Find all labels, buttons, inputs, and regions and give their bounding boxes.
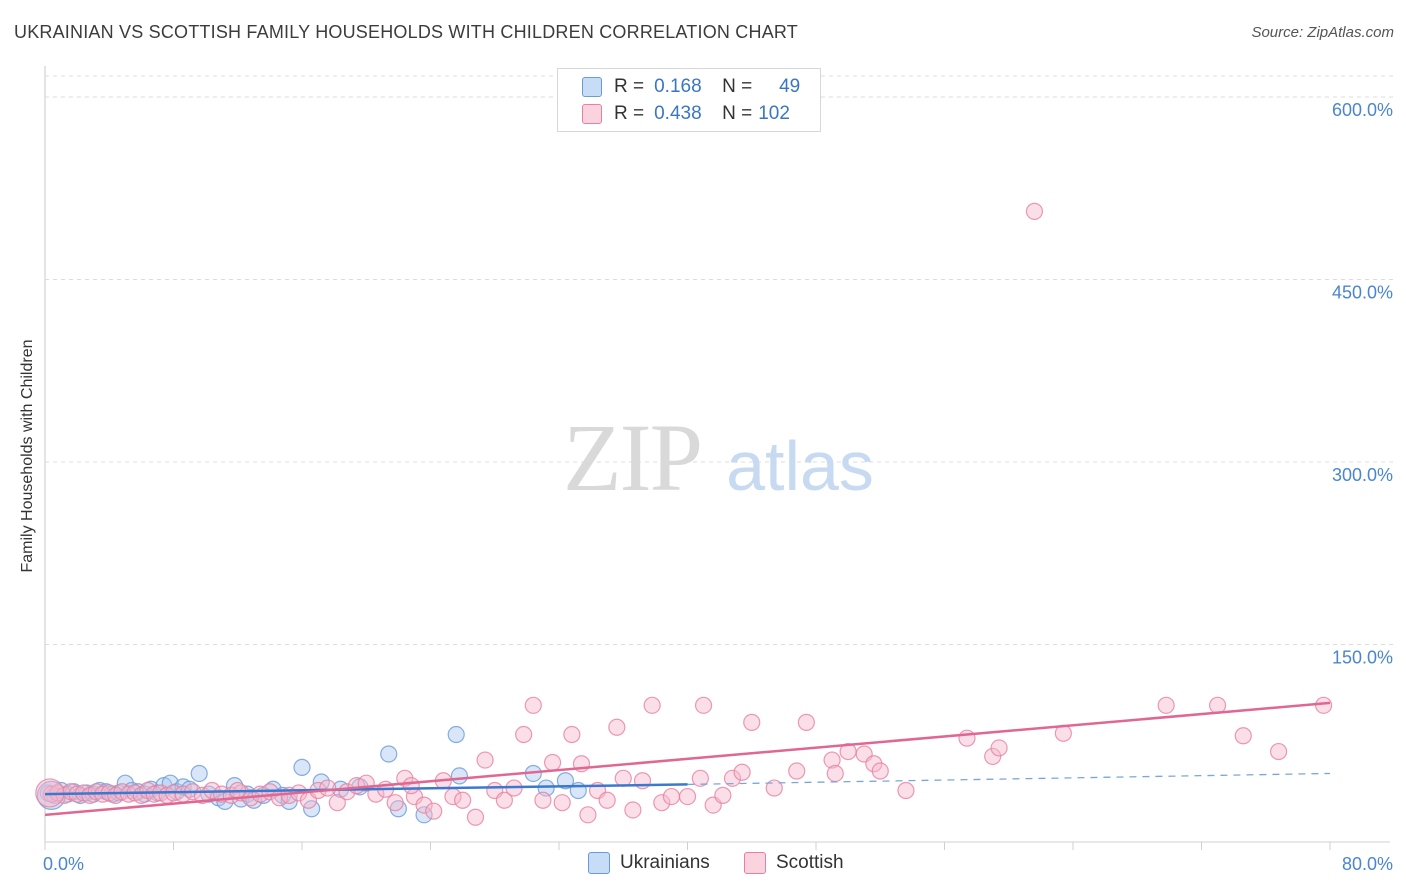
scottish-point [823, 751, 841, 769]
chart-title: UKRAINIAN VS SCOTTISH FAMILY HOUSEHOLDS … [14, 22, 798, 42]
ukrainian-point [380, 745, 398, 763]
scottish-point [826, 764, 844, 783]
scottish-point [402, 777, 420, 795]
scottish-legend-label: Scottish [776, 852, 844, 873]
scottish-point [553, 794, 571, 812]
y-tick-label: 450.0% [1332, 283, 1393, 303]
scottish-point [662, 787, 681, 806]
ukrainian-trendline-extension [687, 772, 1331, 786]
watermark-atlas: atlas [726, 427, 874, 505]
scottish-point [797, 713, 815, 731]
scottish-point [495, 791, 513, 809]
legend-r-label: R = [614, 76, 645, 97]
scottish-point [723, 769, 742, 787]
ukrainians-swatch [582, 77, 602, 97]
scottish-point [871, 762, 889, 780]
ukrainian-point [415, 806, 433, 824]
scottish-point [714, 786, 732, 804]
legend-n-value: 102 [758, 103, 790, 124]
legend-n-label: N = [722, 76, 753, 97]
scottish-point [614, 769, 632, 787]
scottish-point [579, 806, 597, 824]
scottish-point [765, 779, 783, 797]
scottish-point [653, 794, 671, 812]
ukrainian-trendline [44, 783, 688, 796]
ukrainians-legend-label: Ukrainians [620, 852, 710, 873]
legend-n-label: N = [722, 103, 753, 124]
scottish-point [788, 762, 806, 780]
scottish-point [1314, 696, 1333, 714]
legend-r-value: 0.438 [654, 103, 702, 124]
scottish-point [476, 751, 494, 769]
y-tick-label: 600.0% [1332, 100, 1393, 120]
ukrainians-legend-swatch [588, 852, 610, 874]
ukrainian-point [190, 764, 208, 783]
scottish-point [415, 796, 433, 814]
scottish-point [534, 791, 552, 809]
scottish-point [624, 801, 642, 819]
scottish-point [1157, 696, 1175, 714]
scottish-point [425, 802, 443, 820]
scottish-point [1234, 727, 1252, 745]
source-label: Source: ZipAtlas.com [1251, 24, 1394, 41]
scottish-swatch [582, 104, 602, 124]
legend-n-value: 49 [779, 76, 801, 97]
legend-r-label: R = [614, 103, 645, 124]
scottish-point [563, 725, 581, 744]
watermark-zip: ZIP [563, 404, 701, 511]
scottish-point [543, 753, 562, 772]
scottish-point [1208, 696, 1227, 714]
scottish-trendline [44, 701, 1331, 817]
y-tick-label: 300.0% [1332, 465, 1393, 485]
scottish-legend-swatch [744, 852, 766, 874]
scottish-point [694, 696, 713, 714]
x-tick-label: 0.0% [43, 854, 84, 874]
y-tick-label: 150.0% [1332, 648, 1393, 668]
scottish-point [598, 791, 616, 809]
scottish-point [733, 763, 751, 781]
ukrainian-point [556, 772, 575, 790]
ukrainian-point [293, 758, 311, 776]
bottom-legend-ukrainians: Ukrainians [588, 852, 710, 874]
scottish-point [678, 787, 697, 806]
scottish-point [643, 696, 661, 714]
legend-row-scottish: R = 0.438 N = 102 [582, 101, 792, 127]
scottish-point [328, 794, 346, 812]
scottish-point [454, 791, 472, 809]
legend-r-value: 0.168 [654, 76, 702, 97]
scottish-point [319, 779, 337, 797]
bottom-legend-scottish: Scottish [744, 852, 844, 874]
scottish-point [743, 713, 761, 731]
scottish-point [897, 781, 915, 800]
ukrainian-point [264, 780, 282, 798]
x-tick-label: 80.0% [1342, 854, 1393, 874]
scottish-point [515, 725, 533, 744]
scottish-point [466, 808, 485, 826]
legend-row-ukrainians: R = 0.168 N = 49 [582, 74, 800, 100]
scottish-point [990, 739, 1008, 757]
scottish-point [1269, 742, 1288, 761]
scottish-point [386, 794, 404, 812]
scottish-point [691, 769, 709, 787]
scottish-point [524, 696, 542, 714]
scottish-point [958, 729, 976, 747]
scottish-point [984, 747, 1002, 766]
correlation-legend: R = 0.168 N = 49 R = 0.438 N = 102 [557, 68, 821, 132]
scottish-point [1025, 202, 1044, 220]
ukrainian-point [447, 725, 465, 744]
scottish-point [608, 718, 626, 736]
ukrainian-point [450, 767, 469, 785]
scottish-point [145, 785, 163, 803]
scottish-point [839, 742, 857, 761]
